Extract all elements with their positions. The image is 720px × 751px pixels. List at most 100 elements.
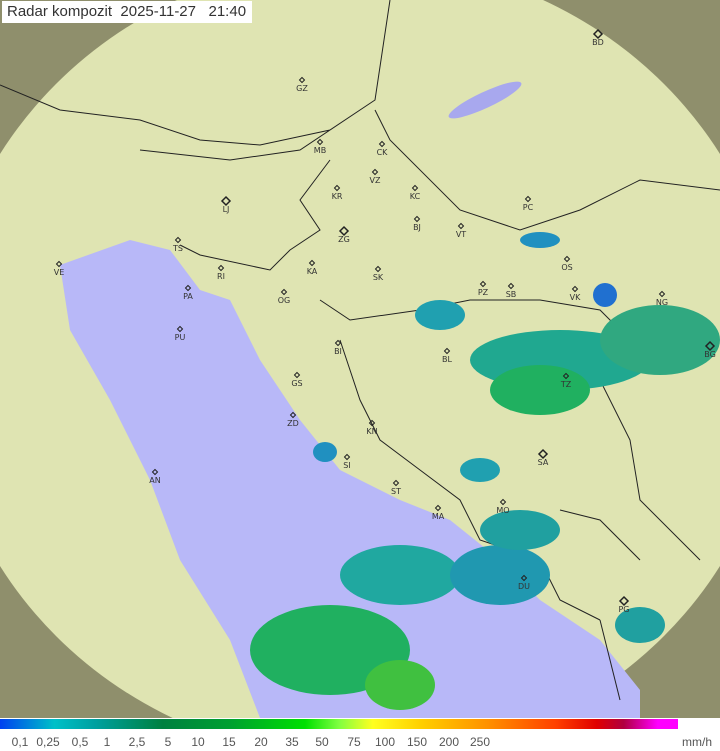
city-sk: SK: [373, 265, 384, 282]
city-label: ZG: [338, 235, 350, 244]
city-label: KC: [410, 192, 421, 201]
city-label: SB: [506, 290, 517, 299]
city-marker-icon: [524, 195, 532, 203]
legend-label: 200: [438, 735, 460, 749]
legend-label: 2,5: [128, 735, 146, 749]
city-mo: MO: [496, 498, 510, 515]
city-marker-icon: [217, 264, 225, 272]
city-label: VT: [456, 230, 466, 239]
city-label: RI: [217, 272, 225, 281]
city-marker-icon: [571, 285, 579, 293]
radar-map[interactable]: BD GZ MB CK VZ KR KC PC LJ BJ VT ZG TS VE OS KA SK RI PA PZ…: [0, 0, 720, 718]
city-marker-icon: [316, 138, 324, 146]
city-marker-icon: [537, 448, 549, 460]
legend-label: 100: [374, 735, 396, 749]
city-marker-icon: [658, 290, 666, 298]
city-marker-icon: [368, 419, 376, 427]
legend-label: 0,5: [71, 735, 89, 749]
legend-label: 75: [347, 735, 361, 749]
city-marker-icon: [174, 236, 182, 244]
legend-label: 50: [315, 735, 329, 749]
city-bl: BL: [442, 347, 453, 364]
legend-label: 15: [222, 735, 236, 749]
legend-labels: 0,1 0,25 0,5 1 2,5 5 10 15 20 35 50 75 100 150 200 250 m…: [0, 735, 720, 751]
city-kr: KR: [332, 184, 343, 201]
city-pa: PA: [183, 284, 193, 301]
city-ng: NG: [656, 290, 668, 307]
city-label: PA: [183, 292, 193, 301]
city-label: OS: [561, 263, 572, 272]
city-label: SA: [538, 458, 549, 467]
city-marker-icon: [308, 259, 316, 267]
city-label: MB: [314, 146, 326, 155]
city-du: DU: [518, 574, 530, 591]
legend-unit: mm/h: [682, 735, 712, 749]
legend-label: 10: [191, 735, 205, 749]
city-label: PU: [175, 333, 186, 342]
city-label: KR: [332, 192, 343, 201]
city-zg: ZG: [338, 225, 350, 244]
city-sa: SA: [537, 448, 549, 467]
city-marker-icon: [434, 504, 442, 512]
city-marker-icon: [704, 340, 716, 352]
city-marker-icon: [479, 280, 487, 288]
city-mb: MB: [314, 138, 326, 155]
city-marker-icon: [151, 468, 159, 476]
city-st: ST: [391, 479, 401, 496]
city-marker-icon: [333, 184, 341, 192]
city-label: BL: [442, 355, 452, 364]
city-marker-icon: [520, 574, 528, 582]
city-label: AN: [149, 476, 160, 485]
city-marker-icon: [371, 168, 379, 176]
city-label: VK: [570, 293, 581, 302]
city-ri: RI: [217, 264, 225, 281]
city-os: OS: [561, 255, 573, 272]
city-gz: GZ: [296, 76, 308, 93]
city-marker-icon: [618, 595, 630, 607]
city-bi: BI: [334, 339, 342, 356]
city-marker-icon: [334, 339, 342, 347]
city-ka: KA: [307, 259, 318, 276]
city-bj: BJ: [413, 215, 421, 232]
city-label: SI: [343, 461, 350, 470]
legend-label: 0,1: [11, 735, 29, 749]
city-marker-icon: [411, 184, 419, 192]
city-label: BD: [592, 38, 604, 47]
precipitation-color-scale: [0, 719, 678, 729]
city-markers: BD GZ MB CK VZ KR KC PC LJ BJ VT ZG TS VE OS KA SK RI PA PZ…: [54, 28, 716, 614]
city-label: OG: [278, 296, 291, 305]
city-an: AN: [149, 468, 161, 485]
legend-label: 150: [406, 735, 428, 749]
city-marker-icon: [343, 453, 351, 461]
city-ve: VE: [54, 260, 65, 277]
city-marker-icon: [289, 411, 297, 419]
city-marker-icon: [507, 282, 515, 290]
city-tz: TZ: [560, 372, 572, 389]
city-marker-icon: [457, 222, 465, 230]
city-label: BG: [704, 350, 716, 359]
city-label: MO: [496, 506, 509, 515]
lake-balaton: [448, 81, 522, 119]
city-vk: VK: [570, 285, 581, 302]
city-label: NG: [656, 298, 668, 307]
legend-label: 1: [103, 735, 111, 749]
city-ts: TS: [172, 236, 183, 253]
legend-label: 250: [469, 735, 491, 749]
city-label: GS: [291, 379, 302, 388]
city-zd: ZD: [287, 411, 299, 428]
city-label: ST: [391, 487, 401, 496]
legend-label: 20: [254, 735, 268, 749]
city-kc: KC: [410, 184, 421, 201]
city-marker-icon: [562, 372, 570, 380]
city-label: MA: [432, 512, 445, 521]
city-label: BI: [334, 347, 342, 356]
city-marker-icon: [563, 255, 571, 263]
city-pu: PU: [175, 325, 186, 342]
city-label: VZ: [370, 176, 381, 185]
city-bg: BG: [704, 340, 716, 359]
city-kn: KN: [366, 419, 378, 436]
city-ck: CK: [377, 140, 388, 157]
city-ma: MA: [432, 504, 445, 521]
city-marker-icon: [55, 260, 63, 268]
city-label: VE: [54, 268, 65, 277]
